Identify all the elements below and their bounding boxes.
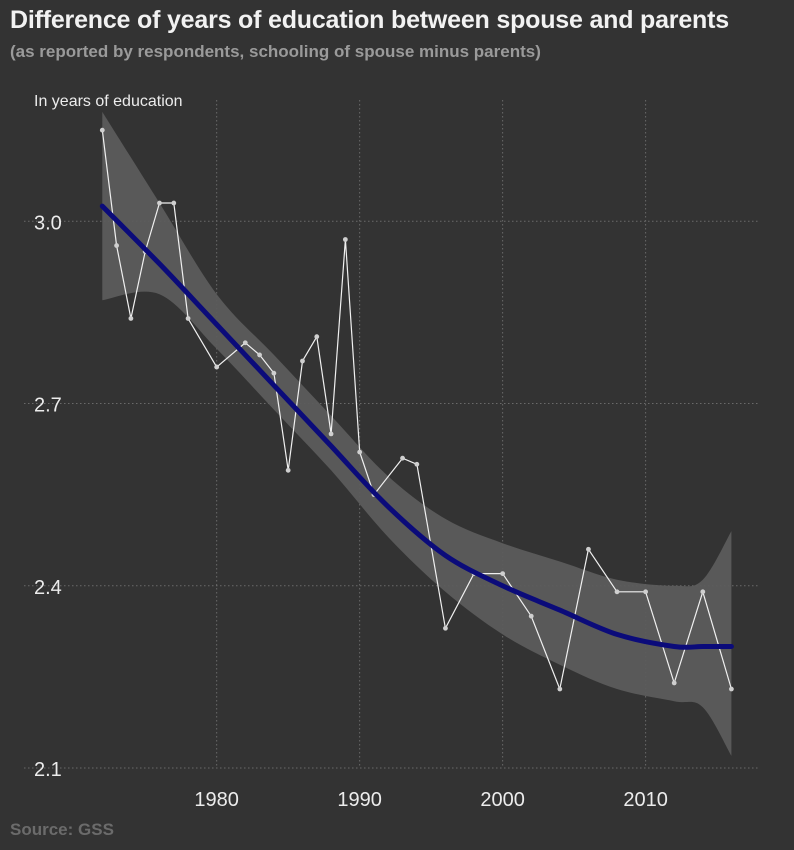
observed-point xyxy=(242,340,248,346)
observed-point xyxy=(643,589,649,595)
observed-point xyxy=(271,370,277,376)
axis-labels: 2.1 2.4 2.7 3.0 1980 1990 2000 2010 xyxy=(34,212,668,811)
x-tick-label: 1990 xyxy=(337,789,382,811)
observed-point xyxy=(171,200,177,206)
chart-title: Difference of years of education between… xyxy=(10,6,729,34)
observed-point xyxy=(729,686,734,692)
observed-point xyxy=(157,200,162,206)
observed-point xyxy=(285,467,291,473)
observed-point xyxy=(557,686,563,692)
observed-point xyxy=(614,589,620,595)
x-tick-label: 2010 xyxy=(623,789,668,811)
observed-point xyxy=(400,455,405,461)
observed-point xyxy=(528,613,534,619)
y-tick-label: 2.7 xyxy=(34,395,62,417)
source-note: Source: GSS xyxy=(10,820,114,839)
y-tick-label: 2.1 xyxy=(34,759,62,781)
observed-point xyxy=(500,571,506,577)
observed-point xyxy=(128,316,134,321)
observed-point xyxy=(671,680,677,686)
observed-point xyxy=(700,589,706,595)
observed-point xyxy=(300,358,305,364)
observed-point xyxy=(257,352,262,358)
x-tick-label: 1980 xyxy=(194,789,239,811)
trend-line-group xyxy=(99,203,734,650)
chart-subtitle: (as reported by respondents, schooling o… xyxy=(10,42,541,61)
y-axis-label: In years of education xyxy=(34,93,183,110)
observed-point xyxy=(314,334,320,340)
confidence-band xyxy=(102,111,732,756)
observed-point xyxy=(342,237,348,242)
y-tick-label: 3.0 xyxy=(34,212,62,234)
observed-point xyxy=(414,461,420,467)
trend-line xyxy=(99,203,734,650)
confidence-band-group xyxy=(102,111,732,756)
observed-point xyxy=(99,127,105,133)
y-tick-label: 2.4 xyxy=(34,577,62,599)
x-tick-label: 2000 xyxy=(480,789,525,811)
observed-point xyxy=(114,243,119,248)
observed-point xyxy=(185,316,191,321)
observed-point xyxy=(357,449,363,455)
observed-point xyxy=(214,364,220,370)
observed-point xyxy=(586,546,591,552)
observed-point xyxy=(328,431,334,437)
observed-point xyxy=(443,625,448,631)
